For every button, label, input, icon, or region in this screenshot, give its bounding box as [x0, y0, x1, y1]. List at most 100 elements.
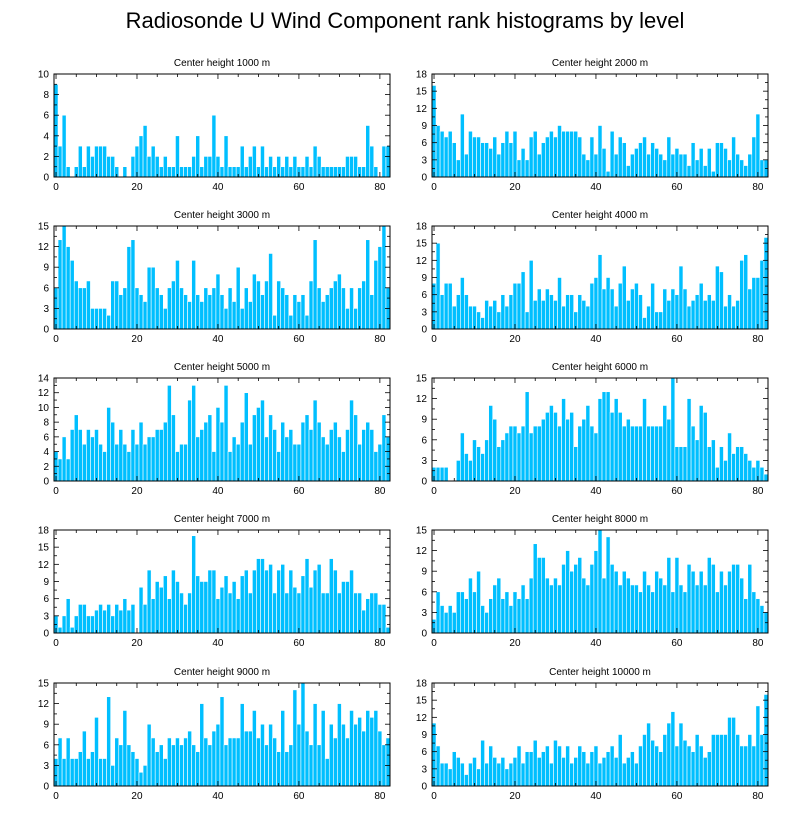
bar: [464, 598, 469, 634]
bar: [549, 584, 554, 634]
bar: [337, 592, 342, 634]
bar: [276, 451, 281, 482]
bar: [723, 148, 728, 178]
bar: [480, 453, 485, 482]
bar: [333, 280, 338, 330]
bar: [227, 451, 233, 482]
bar: [670, 377, 676, 482]
x-tick-label: 40: [590, 182, 602, 193]
bar: [163, 575, 168, 634]
y-tick-label: 4: [43, 131, 49, 142]
bar: [569, 412, 574, 482]
panel-title: Center height 8000 m: [552, 514, 648, 525]
bar: [609, 412, 615, 482]
bar: [476, 768, 481, 787]
bar: [154, 156, 160, 178]
bar: [706, 294, 712, 330]
bar: [211, 114, 217, 178]
bar: [536, 757, 542, 787]
bar: [711, 300, 716, 330]
bar: [577, 294, 583, 330]
bar: [484, 300, 489, 330]
panel-title: Center height 9000 m: [174, 667, 270, 678]
panel-4: Center height 4000 m 0 20 40 60 80 0 3 6 9 12 15 18: [416, 210, 769, 345]
bar: [211, 451, 217, 482]
bar: [549, 762, 554, 787]
bar: [264, 166, 269, 178]
bar: [589, 564, 595, 634]
bar: [553, 739, 558, 787]
bar: [686, 745, 692, 787]
y-tick-label: 15: [38, 543, 50, 554]
bar: [223, 135, 229, 178]
bar: [694, 584, 700, 634]
bar: [114, 443, 120, 482]
bar: [280, 166, 286, 178]
y-tick-label: 9: [421, 121, 427, 132]
bar: [333, 421, 338, 482]
bar: [324, 758, 330, 787]
bar: [106, 407, 111, 482]
bar: [381, 225, 387, 330]
bar: [751, 466, 757, 482]
bar: [439, 130, 445, 178]
panel-2: Center height 2000 m 0 20 40 60 80 0 3 6 9 12 15 18: [416, 58, 769, 193]
bar: [435, 466, 441, 482]
bar: [451, 612, 457, 634]
bar: [642, 317, 647, 330]
bar: [69, 429, 75, 482]
bar: [345, 581, 350, 634]
bar: [549, 294, 554, 330]
bar: [114, 737, 120, 787]
y-tick-label: 18: [38, 526, 50, 537]
bar: [175, 737, 180, 787]
bar: [755, 705, 761, 787]
bar: [488, 745, 494, 787]
bar: [492, 757, 498, 787]
bar: [150, 598, 156, 634]
bar: [476, 311, 481, 330]
bar: [130, 239, 136, 330]
x-tick-label: 40: [212, 791, 224, 802]
bar: [565, 418, 570, 482]
bar: [154, 751, 160, 787]
bar: [431, 85, 437, 178]
bar: [573, 757, 579, 787]
bar: [256, 407, 261, 482]
bar: [682, 591, 688, 634]
bar: [365, 125, 371, 178]
bar: [252, 710, 257, 787]
bar: [605, 536, 611, 634]
bar: [541, 142, 546, 178]
y-tick-label: 3: [421, 307, 427, 318]
bar: [650, 142, 655, 178]
bar: [488, 305, 494, 330]
bar: [126, 451, 132, 482]
bar: [61, 615, 67, 634]
bar: [528, 577, 534, 634]
x-tick-label: 40: [212, 334, 224, 345]
bar: [195, 575, 201, 634]
bar: [706, 751, 712, 787]
bar: [171, 569, 176, 634]
bar: [207, 156, 213, 178]
bar: [520, 425, 526, 482]
bar: [678, 265, 684, 330]
y-tick-label: 0: [421, 782, 427, 793]
bar: [532, 425, 538, 482]
bar: [735, 153, 740, 178]
bar: [609, 288, 615, 330]
bar: [662, 734, 668, 787]
bar: [304, 558, 310, 634]
bar: [146, 569, 152, 634]
bar: [61, 436, 67, 482]
bar: [455, 591, 461, 634]
bar: [589, 282, 595, 330]
bar: [613, 305, 619, 330]
bar: [735, 446, 740, 482]
bar: [179, 166, 184, 178]
bar: [276, 569, 281, 634]
figure-title: Radiosonde U Wind Component rank histogr…: [125, 8, 685, 33]
bar: [520, 271, 526, 330]
bar: [61, 225, 67, 330]
